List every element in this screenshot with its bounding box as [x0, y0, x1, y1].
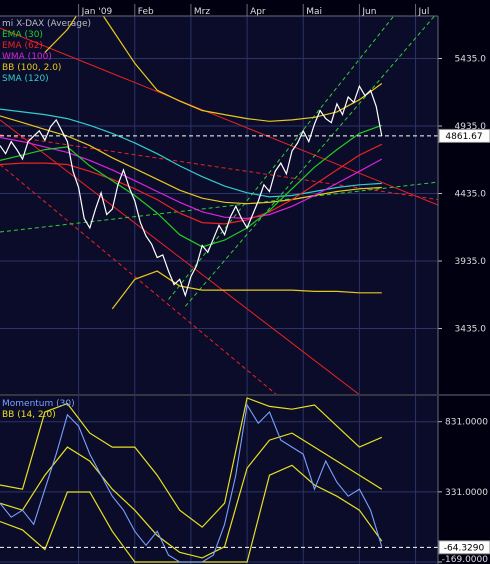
- momentum-legend-entry: Momentum (30): [2, 399, 75, 409]
- price-y-tick-label: 3935.0: [455, 257, 487, 267]
- ema62-line: [0, 143, 383, 225]
- last-price-background: [438, 128, 490, 143]
- price-plot-area: [0, 16, 438, 394]
- month-label: Jul: [418, 7, 430, 17]
- momentum-series-group: [0, 397, 438, 563]
- month-label: Feb: [138, 7, 154, 17]
- wma100-line: [0, 136, 383, 220]
- price-legend-entry: EMA (30): [2, 30, 43, 40]
- price-line: [0, 84, 383, 298]
- price-y-tick-label: 3435.0: [455, 325, 487, 335]
- price-grid: [0, 16, 438, 394]
- trendline: [0, 27, 438, 206]
- trendline: [0, 164, 277, 394]
- price-legend-entry: BB (100, 2.0): [2, 63, 61, 73]
- ema30-line: [0, 124, 383, 248]
- month-label: Apr: [250, 7, 266, 17]
- price-y-axis: 5435.0 4935.0 4435.0 3935.0 3435.0: [437, 16, 487, 394]
- momentum-y-tick-label: 331.0000: [445, 488, 488, 498]
- sma120-line: [0, 108, 382, 198]
- momentum-line: [0, 403, 383, 563]
- month-label: Mrz: [194, 7, 210, 17]
- price-panel: 5435.0 4935.0 4435.0 3935.0 3435.0 Jan '09 Fe…: [0, 4, 490, 394]
- month-label: Jun: [361, 7, 376, 17]
- price-y-tick-label: 4435.0: [455, 190, 487, 200]
- trendline: [0, 134, 438, 201]
- momentum-bb-upper-line: [0, 397, 383, 528]
- instrument-label: mi X-DAX (Average): [2, 19, 91, 29]
- last-price-box: 4861.67: [438, 128, 490, 143]
- month-axis-band: [0, 4, 438, 16]
- last-price-label: 4861.67: [445, 132, 482, 142]
- bb-upper-line: [44, 16, 383, 122]
- month-axis: Jan '09 Feb Mrz Apr Mai Jun Jul: [0, 4, 438, 17]
- momentum-plot-area: [0, 396, 438, 564]
- bb-lower-line: [111, 270, 382, 310]
- trendline: [0, 181, 438, 233]
- price-y-tick-label: 4935.0: [455, 122, 487, 132]
- momentum-panel: 831.0000 331.0000 -169.0000 Momentum (30)B…: [0, 396, 490, 564]
- momentum-legend-entry: BB (14, 2.0): [2, 410, 56, 420]
- price-legend-entry: WMA (100): [2, 52, 52, 62]
- last-momentum-box: -64.3290: [438, 540, 490, 555]
- price-legend-entry: SMA (120): [2, 74, 49, 84]
- month-label: Mai: [306, 7, 322, 17]
- last-momentum-label: -64.3290: [444, 543, 485, 553]
- momentum-y-tick-label: -169.0000: [442, 555, 488, 564]
- momentum-y-axis: 831.0000 331.0000 -169.0000: [437, 396, 488, 564]
- price-series-group: [0, 16, 438, 394]
- trendline: [0, 119, 360, 394]
- price-y-tick-label: 5435.0: [455, 55, 487, 65]
- price-legend: mi X-DAX (Average) EMA (30)EMA (62)WMA (…: [2, 19, 91, 84]
- momentum-legend: Momentum (30)BB (14, 2.0): [2, 399, 75, 420]
- month-label: Jan '09: [81, 7, 113, 17]
- last-momentum-background: [438, 540, 490, 555]
- price-legend-entry: EMA (62): [2, 41, 43, 51]
- trendline: [184, 16, 436, 307]
- momentum-bb-middle-line: [0, 432, 383, 559]
- momentum-y-tick-label: 831.0000: [445, 418, 488, 428]
